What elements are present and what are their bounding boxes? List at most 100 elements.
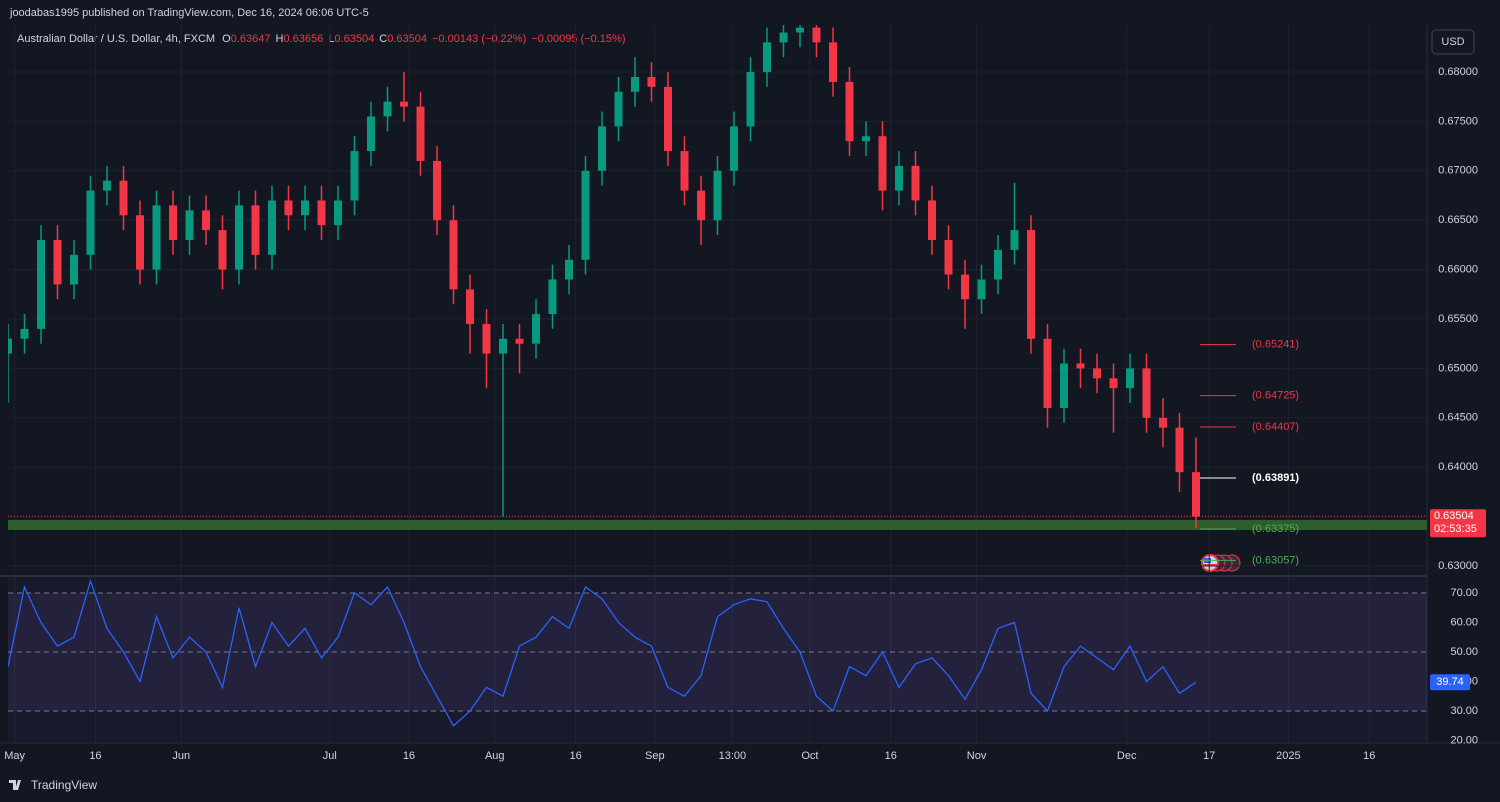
- candle: [1192, 437, 1200, 529]
- candle: [895, 151, 903, 206]
- rsi-last-label: 39.74: [1436, 676, 1464, 688]
- y-tick-label: 20.00: [1450, 734, 1478, 746]
- candle: [598, 111, 606, 186]
- candle-body: [928, 200, 936, 240]
- ohlc-value: 0.63656: [283, 33, 323, 45]
- y-tick-label: 0.67500: [1438, 115, 1478, 127]
- candle-body: [268, 200, 276, 255]
- candle-body: [169, 205, 177, 240]
- x-tick-label: 2025: [1276, 750, 1300, 762]
- candle-body: [53, 239, 62, 285]
- level-label: (0.64725): [1252, 389, 1299, 401]
- y-tick-label: 0.63000: [1438, 560, 1478, 572]
- x-tick-label: 16: [885, 750, 897, 762]
- candle: [977, 264, 986, 315]
- candle-body: [845, 81, 854, 142]
- candle: [383, 86, 392, 132]
- candle: [449, 205, 458, 305]
- candle-body: [103, 180, 111, 191]
- candle-body: [895, 165, 903, 191]
- candle: [416, 91, 425, 176]
- support-zone: [8, 519, 1427, 531]
- x-tick-label: 16: [89, 750, 101, 762]
- candle-body: [317, 200, 326, 226]
- y-tick-label: 70.00: [1450, 587, 1478, 599]
- candle: [565, 244, 573, 295]
- button-label[interactable]: USD: [1441, 36, 1464, 48]
- level-label: (0.64407): [1252, 421, 1299, 433]
- candle-body: [251, 205, 260, 255]
- candle: [251, 190, 260, 270]
- candle: [20, 314, 29, 354]
- ohlc-key: L: [328, 33, 334, 45]
- currency-button[interactable]: USD: [1431, 29, 1475, 55]
- x-tick-label: Sep: [645, 750, 665, 762]
- candle-body: [334, 200, 342, 226]
- candle: [1027, 215, 1035, 354]
- candle: [631, 57, 639, 107]
- candle-body: [383, 101, 392, 117]
- candle-body: [433, 160, 441, 221]
- candle: [944, 225, 953, 290]
- y-tick-label: 0.68000: [1438, 66, 1478, 78]
- candle-body: [713, 170, 722, 221]
- candle-body: [829, 42, 837, 82]
- candle: [763, 27, 771, 87]
- candle: [8, 323, 12, 403]
- candle-body: [581, 170, 590, 260]
- candle-body: [878, 136, 887, 191]
- candle: [103, 165, 111, 206]
- candle-body: [730, 126, 738, 171]
- candle: [466, 274, 474, 354]
- candle-body: [482, 323, 491, 354]
- candle-body: [680, 151, 689, 191]
- logo-mark: [9, 780, 21, 790]
- candle: [845, 67, 854, 157]
- candle-body: [449, 220, 458, 290]
- candle: [482, 309, 491, 389]
- candle-body: [466, 289, 474, 324]
- candle: [1142, 353, 1151, 433]
- candle: [1076, 348, 1085, 389]
- candle: [400, 72, 408, 122]
- candle: [70, 239, 78, 300]
- candle: [812, 25, 821, 58]
- candle-body: [664, 86, 672, 152]
- candle: [581, 156, 590, 275]
- candle: [515, 323, 524, 374]
- candle-body: [119, 180, 128, 216]
- candle: [1175, 412, 1184, 492]
- y-tick-label: 0.65000: [1438, 362, 1478, 374]
- candle: [928, 185, 936, 255]
- candle: [284, 185, 293, 231]
- button-frame[interactable]: [1431, 29, 1475, 55]
- ohlc-value: 0.63504: [334, 33, 374, 45]
- candle-body: [515, 338, 524, 344]
- candle: [37, 225, 45, 344]
- x-tick-label: Oct: [801, 750, 818, 762]
- candle: [697, 175, 705, 245]
- candle-body: [994, 249, 1002, 280]
- event-icons[interactable]: [1201, 554, 1241, 572]
- candle-body: [8, 338, 12, 354]
- change: −0.00143 (−0.22%): [432, 33, 526, 45]
- candle: [730, 111, 738, 186]
- x-tick-label: Nov: [967, 750, 987, 762]
- candle: [1109, 363, 1118, 433]
- last-price-box: [1430, 509, 1486, 538]
- candle-body: [86, 190, 95, 255]
- candle-body: [1027, 230, 1035, 339]
- candle-body: [1142, 368, 1151, 418]
- footer-logo[interactable]: TradingView: [9, 778, 97, 792]
- candle-body: [202, 210, 210, 231]
- rsi-pane: [8, 577, 1427, 742]
- ohlc-key: C: [379, 33, 387, 45]
- candle: [1093, 353, 1101, 394]
- candle: [614, 76, 623, 142]
- candle: [664, 72, 672, 166]
- candle-body: [416, 106, 425, 161]
- candle-body: [1010, 230, 1019, 250]
- candle-body: [977, 279, 986, 300]
- candle-body: [284, 200, 293, 216]
- candle: [152, 190, 161, 285]
